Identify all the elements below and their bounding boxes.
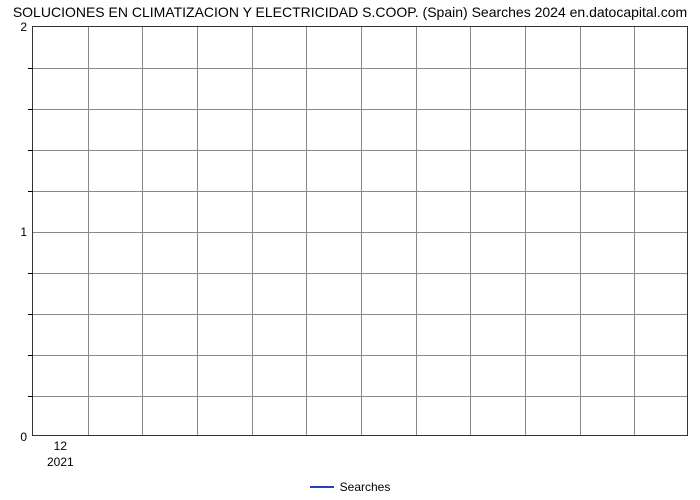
- gridline-v: [580, 27, 581, 435]
- gridline-v: [197, 27, 198, 435]
- gridline-v: [470, 27, 471, 435]
- y-minor-tick: [28, 109, 33, 110]
- gridline-v: [306, 27, 307, 435]
- y-tick-label: 2: [20, 20, 27, 34]
- gridline-h: [33, 68, 687, 69]
- y-tick-label: 0: [20, 430, 27, 444]
- gridline-v: [142, 27, 143, 435]
- y-minor-tick: [28, 68, 33, 69]
- y-minor-tick: [28, 150, 33, 151]
- y-minor-tick: [28, 191, 33, 192]
- x-tick-sub-label: 2021: [47, 455, 74, 469]
- y-minor-tick: [28, 355, 33, 356]
- y-tick-label: 1: [20, 225, 27, 239]
- gridline-h: [33, 109, 687, 110]
- y-minor-tick: [28, 273, 33, 274]
- gridline-h: [33, 273, 687, 274]
- gridline-h: [33, 191, 687, 192]
- gridline-h: [33, 150, 687, 151]
- legend-line: [310, 486, 334, 488]
- gridline-v: [416, 27, 417, 435]
- x-tick-label: 12: [54, 439, 67, 453]
- gridline-v: [88, 27, 89, 435]
- gridline-h: [33, 232, 687, 233]
- y-minor-tick: [28, 396, 33, 397]
- gridline-v: [634, 27, 635, 435]
- y-minor-tick: [28, 314, 33, 315]
- plot-area: 012122021: [32, 26, 688, 436]
- chart-title: SOLUCIONES EN CLIMATIZACION Y ELECTRICID…: [0, 4, 700, 20]
- legend-label: Searches: [340, 480, 391, 494]
- chart-container: SOLUCIONES EN CLIMATIZACION Y ELECTRICID…: [0, 0, 700, 500]
- gridline-h: [33, 314, 687, 315]
- gridline-v: [361, 27, 362, 435]
- gridline-v: [525, 27, 526, 435]
- gridline-v: [252, 27, 253, 435]
- gridline-h: [33, 355, 687, 356]
- gridline-h: [33, 396, 687, 397]
- legend: Searches: [0, 480, 700, 494]
